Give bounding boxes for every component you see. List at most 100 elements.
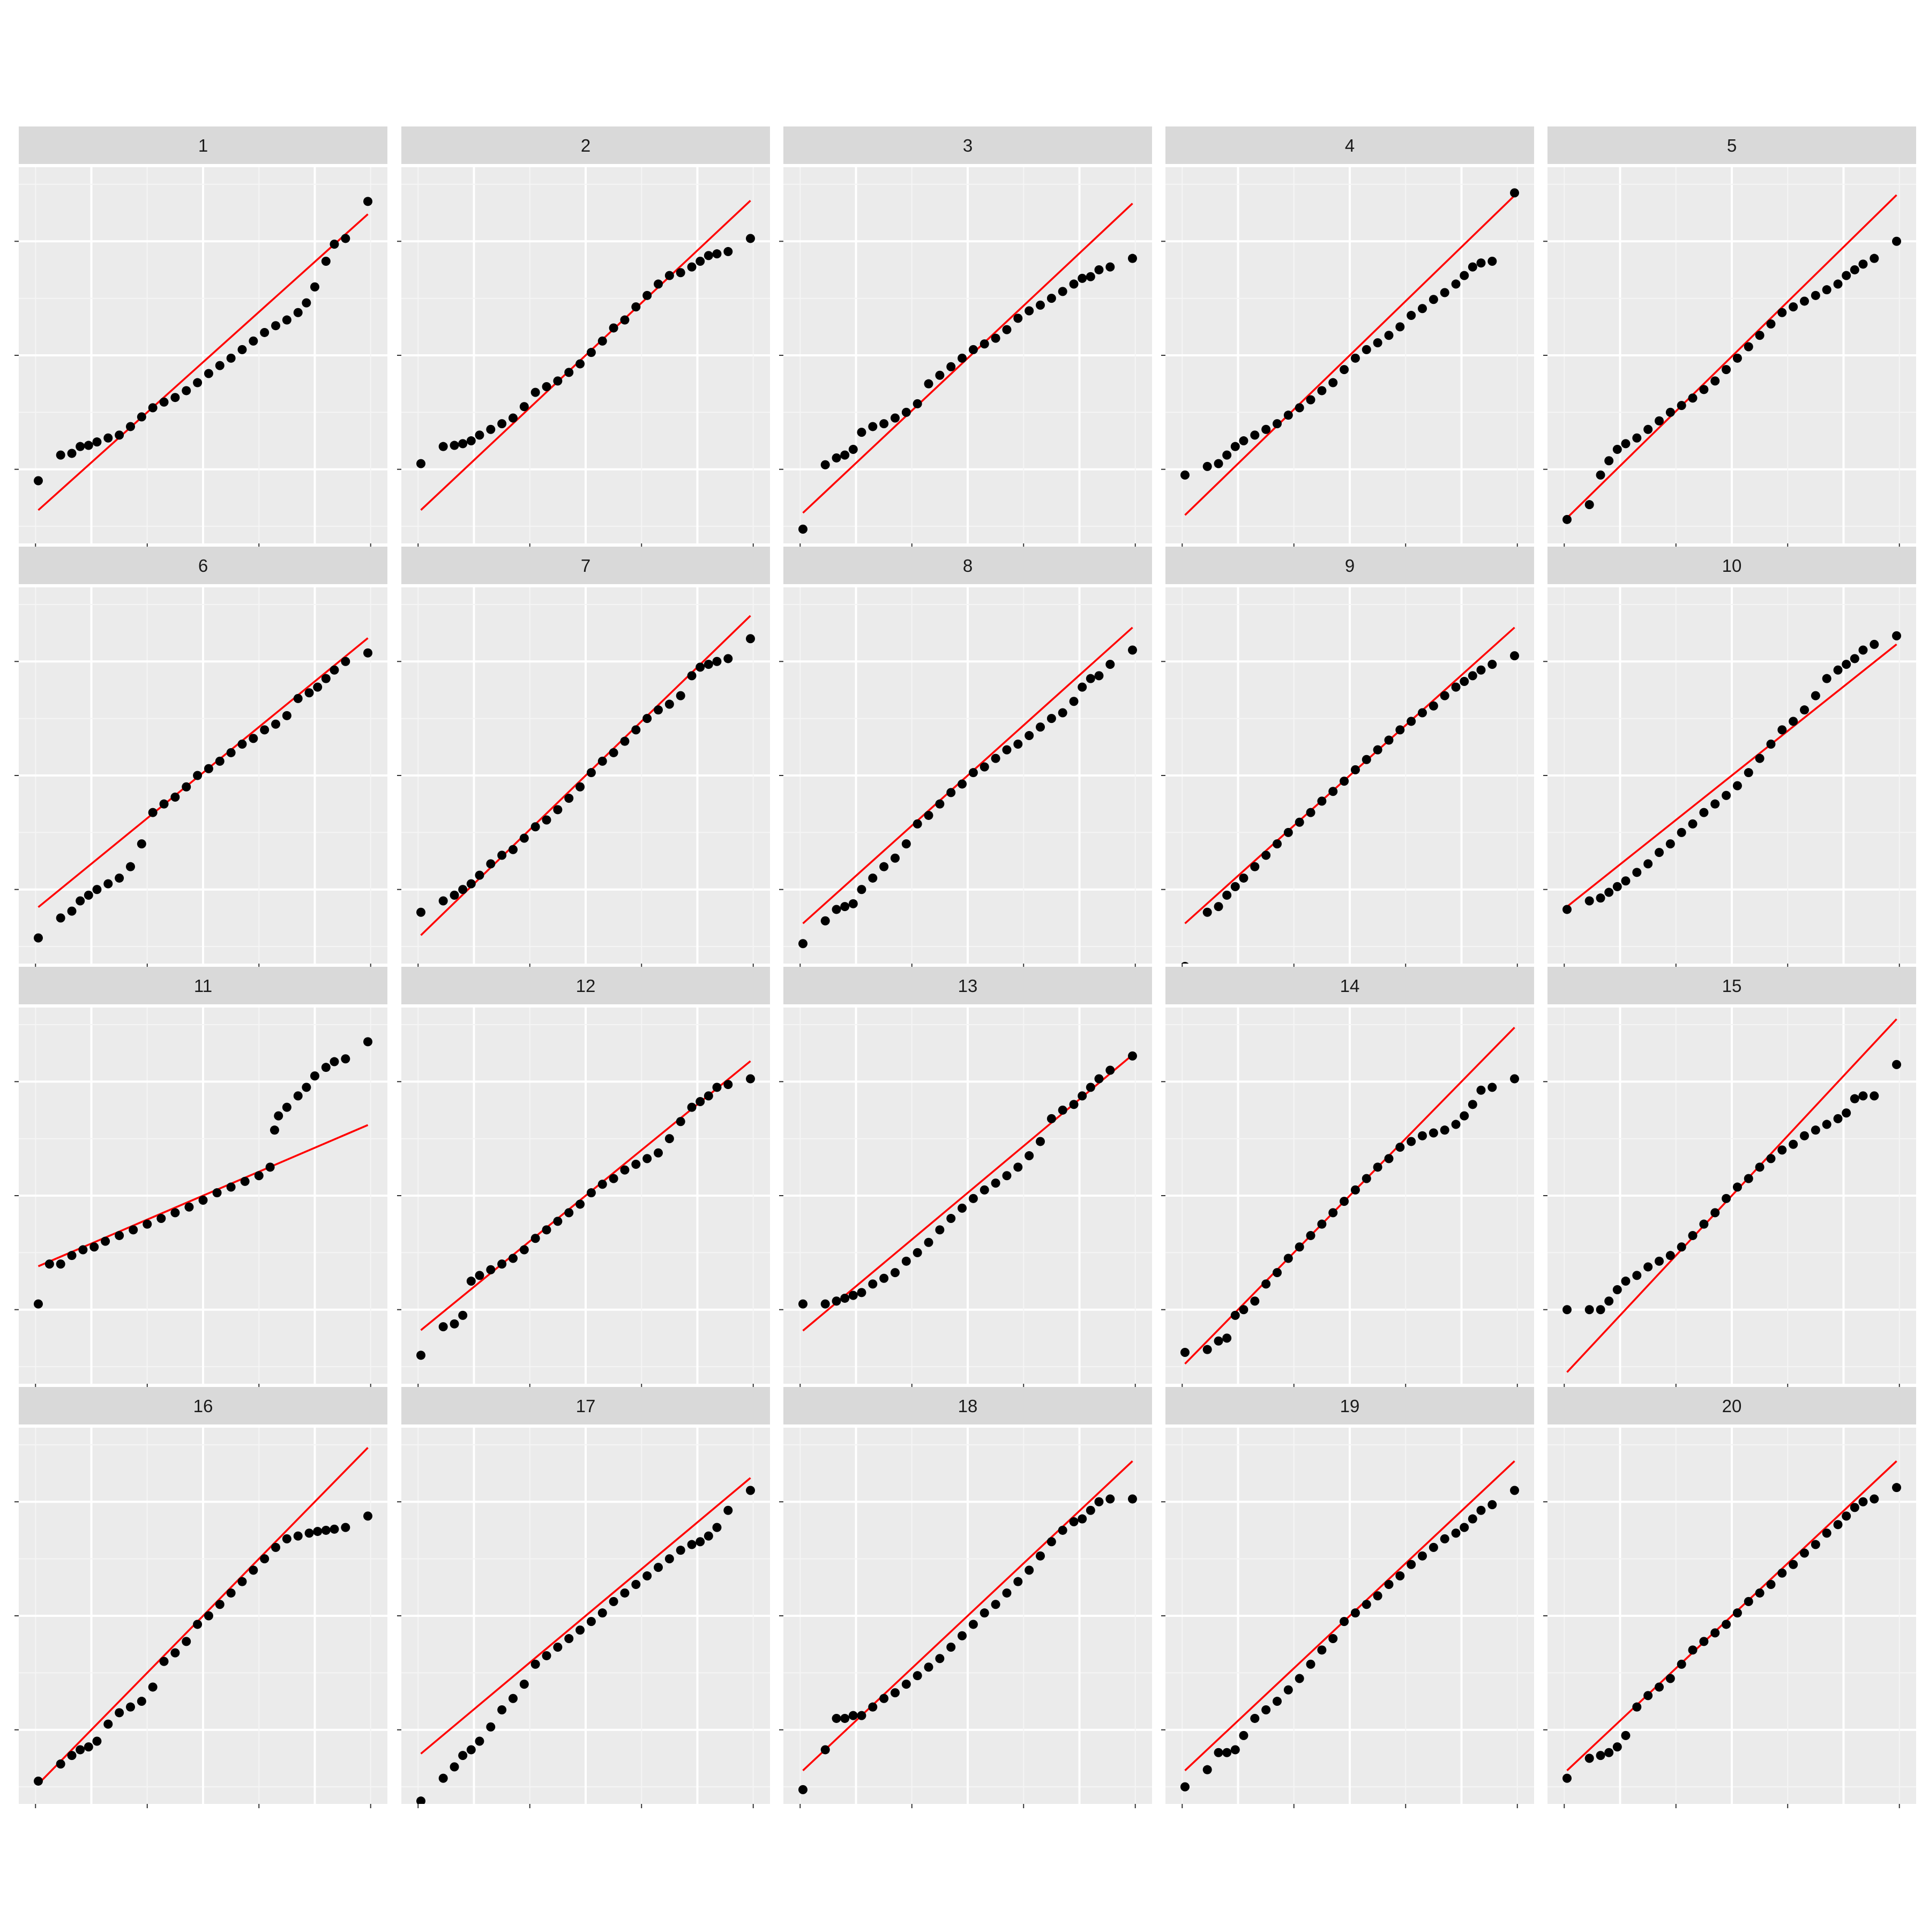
qq-point xyxy=(1822,1120,1831,1129)
qq-point xyxy=(1688,1645,1698,1655)
facet-strip-label: 11 xyxy=(194,976,212,996)
qq-point xyxy=(1128,1051,1138,1061)
qq-point xyxy=(156,1214,166,1224)
qq-point xyxy=(1510,1074,1520,1084)
qq-point xyxy=(1306,1230,1315,1240)
qq-point xyxy=(1036,1137,1045,1146)
qq-point xyxy=(148,1682,158,1692)
qq-point xyxy=(1584,500,1594,510)
qq-point xyxy=(798,524,808,534)
qq-point xyxy=(1086,1083,1095,1092)
qq-point xyxy=(249,734,258,743)
qq-point xyxy=(125,1702,135,1712)
facet-panel-3: 3 xyxy=(779,126,1152,548)
qq-point xyxy=(265,1162,275,1172)
qq-point xyxy=(1822,1528,1831,1538)
qq-point xyxy=(341,657,350,666)
qq-point xyxy=(293,1531,303,1541)
qq-point xyxy=(1407,1137,1416,1146)
facet-panel-19: 19 xyxy=(1161,1387,1534,1808)
qq-point xyxy=(820,460,830,469)
qq-point xyxy=(1833,665,1843,675)
qq-reference-line xyxy=(1566,1018,1897,1373)
qq-point xyxy=(798,1785,808,1794)
qq-point xyxy=(321,257,331,266)
qq-point xyxy=(1317,1645,1327,1655)
qq-point xyxy=(33,476,43,486)
qq-point xyxy=(1128,645,1138,655)
facet-strip-label: 20 xyxy=(1722,1396,1742,1416)
qq-point xyxy=(1604,887,1614,897)
qq-point xyxy=(1272,419,1282,429)
qq-point xyxy=(840,450,850,460)
qq-point xyxy=(1596,1305,1605,1315)
qq-point xyxy=(704,1531,713,1541)
qq-point xyxy=(1429,1542,1438,1552)
qq-point xyxy=(486,859,496,869)
qq-point xyxy=(1755,1162,1764,1172)
qq-point xyxy=(1800,296,1810,306)
qq-point xyxy=(575,782,585,792)
qq-point xyxy=(857,885,866,894)
qq-point xyxy=(1202,907,1212,917)
qq-point xyxy=(1510,1486,1520,1495)
qq-point xyxy=(542,1225,551,1235)
qq-reference-line xyxy=(802,203,1133,514)
qq-point xyxy=(1418,1131,1427,1140)
qq-point xyxy=(924,810,933,820)
qq-point xyxy=(193,771,203,780)
qq-point xyxy=(92,437,102,447)
qq-point xyxy=(475,1736,484,1746)
qq-point xyxy=(1710,799,1720,809)
qq-point xyxy=(1306,1659,1315,1669)
qq-point xyxy=(1069,697,1079,706)
qq-point xyxy=(879,1273,889,1283)
qq-point xyxy=(1654,1256,1664,1266)
qq-point xyxy=(1086,272,1095,281)
qq-reference-line xyxy=(1566,1460,1897,1771)
qq-point xyxy=(1850,654,1859,663)
facet-strip xyxy=(1547,967,1916,1004)
qq-point xyxy=(1665,839,1675,849)
qq-point xyxy=(486,1722,496,1732)
qq-point xyxy=(848,1711,858,1720)
qq-point xyxy=(1214,1748,1223,1757)
qq-point xyxy=(935,370,945,380)
qq-point xyxy=(1632,1702,1642,1712)
qq-point xyxy=(115,1230,124,1240)
panel-data xyxy=(1562,1460,1902,1783)
qq-point xyxy=(1395,725,1405,735)
qq-point xyxy=(1842,1108,1851,1118)
qq-point xyxy=(1722,790,1731,800)
facet-strip xyxy=(1547,547,1916,584)
qq-point xyxy=(33,933,43,943)
qq-point xyxy=(1688,393,1698,403)
facet-strip xyxy=(1165,1387,1534,1424)
qq-point xyxy=(56,450,65,460)
qq-point xyxy=(508,1254,518,1263)
panel-data xyxy=(1562,194,1902,524)
qq-point xyxy=(1214,459,1223,468)
qq-point xyxy=(553,805,563,815)
qq-point xyxy=(704,251,713,260)
qq-point xyxy=(1340,365,1349,375)
qq-point xyxy=(1105,660,1115,669)
qq-point xyxy=(687,262,697,272)
qq-point xyxy=(1621,876,1631,886)
qq-reference-line xyxy=(802,626,1133,924)
qq-point xyxy=(450,890,459,900)
qq-point xyxy=(575,1625,585,1635)
qq-point xyxy=(282,1102,291,1112)
qq-point xyxy=(1777,1568,1787,1578)
qq-point xyxy=(1621,439,1631,449)
panel-data xyxy=(798,1051,1138,1332)
qq-point xyxy=(575,359,585,369)
qq-point xyxy=(1340,777,1349,786)
qq-point xyxy=(564,794,574,803)
qq-point xyxy=(182,386,191,396)
qq-point xyxy=(1328,1634,1338,1644)
qq-point xyxy=(1222,450,1232,460)
qq-point xyxy=(1078,1514,1087,1524)
panel-data xyxy=(1562,631,1902,914)
qq-point xyxy=(330,1524,339,1534)
